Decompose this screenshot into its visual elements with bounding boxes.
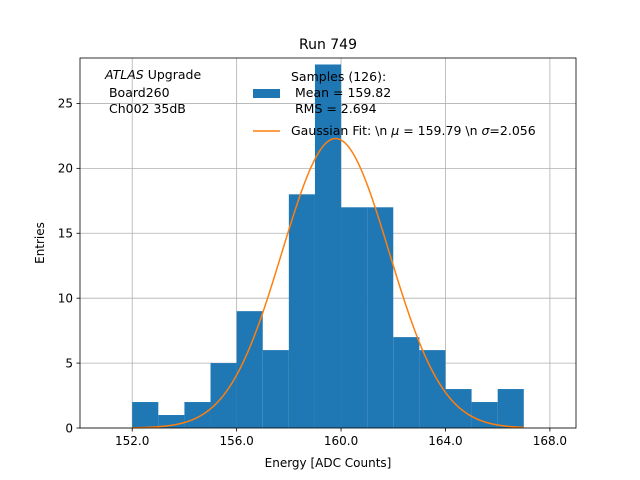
histogram-bar [314,64,342,429]
y-tick-label: 25 [58,97,73,111]
histogram-bar [497,389,524,428]
y-tick-label: 10 [58,291,73,305]
annotation-upgrade: Upgrade [144,67,202,82]
x-tick-label: 156.0 [219,434,253,448]
histogram-bar [184,402,211,428]
y-tick-label: 15 [58,227,73,241]
histogram-bar [132,402,159,428]
legend-fit-sigma-value: =2.056 [489,123,535,138]
histogram-bar [367,207,394,428]
legend-fit-mu-value: = 159.79 \n [399,123,481,138]
x-tick-label: 160.0 [324,434,358,448]
annotation-line-3: Ch002 35dB [105,101,186,116]
plot-frame [79,57,577,429]
histogram-bar [236,311,263,428]
y-tick-label: 5 [65,356,73,370]
legend-samples-line-2: Mean = 159.82 [291,85,391,100]
y-tick-label: 0 [65,421,73,435]
gaussian-fit-curve [132,137,524,429]
y-tick-label: 20 [58,162,73,176]
x-axis-ticks: 152.0 156.0 160.0 164.0 168.0 [115,428,567,448]
legend-fit-sigma-symbol: σ [481,123,490,138]
legend-fit-prefix: Gaussian Fit: \n [291,123,391,138]
histogram-bar [262,350,289,428]
histogram-bar [393,337,420,428]
annotation-line-2: Board260 [105,85,170,100]
legend-samples-swatch [253,89,280,98]
legend-samples-line-1: Samples (126): [291,69,386,84]
x-tick-label: 152.0 [115,434,149,448]
chart-title: Run 749 [299,37,357,53]
legend: Samples (126): Mean = 159.82 RMS = 2.694… [253,69,536,138]
legend-fit-label: Gaussian Fit: \n μ = 159.79 \n σ=2.056 [291,123,536,138]
histogram-bar [341,207,368,428]
legend-samples-line-3: RMS = 2.694 [291,101,377,116]
legend-fit-mu-symbol: μ [390,123,399,138]
y-axis-ticks: 0 5 10 15 20 25 [58,97,80,435]
annotation-atlas: ATLAS [104,67,144,82]
histogram-bar [419,350,446,428]
y-axis-label: Entries [33,222,47,264]
histogram-bar [445,389,472,428]
x-tick-label: 164.0 [428,434,462,448]
x-axis-label: Energy [ADC Counts] [265,456,392,470]
annotation-line-1: ATLAS Upgrade [104,67,201,82]
histogram-bars [132,64,524,429]
x-tick-label: 168.0 [533,434,567,448]
annotation: ATLAS Upgrade Board260 Ch002 35dB [104,67,201,116]
histogram-bar [288,194,315,428]
